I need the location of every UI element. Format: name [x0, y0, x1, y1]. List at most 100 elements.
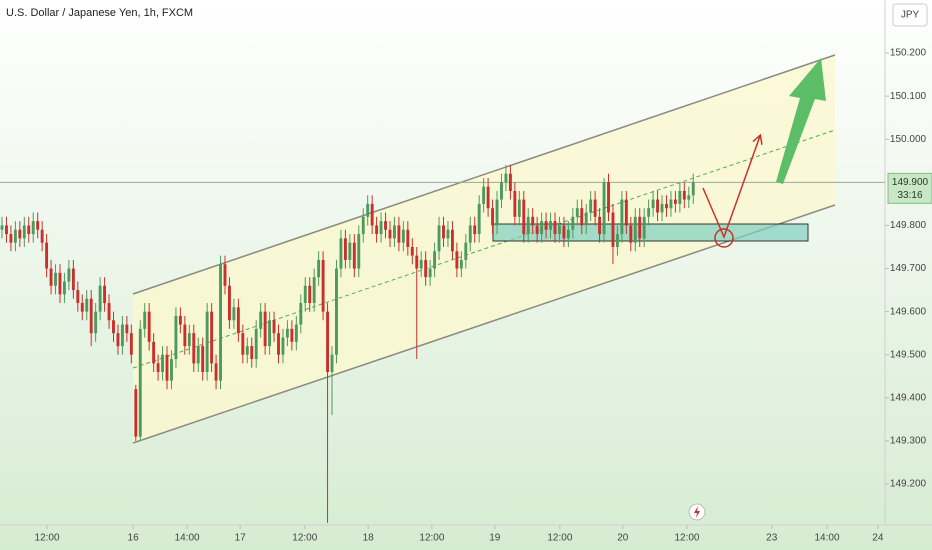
- y-tick-label: 149.800: [890, 220, 927, 231]
- candle-body: [473, 225, 477, 235]
- candle-body: [629, 225, 633, 243]
- bounce-circle: [714, 228, 734, 248]
- candle-body: [442, 225, 445, 239]
- candle-body: [294, 324, 298, 342]
- candle-body: [540, 221, 544, 235]
- candle-body: [562, 225, 566, 239]
- candle-body: [196, 346, 200, 364]
- candle-body: [397, 225, 401, 243]
- candle-body: [589, 199, 593, 213]
- candle-body: [0, 225, 4, 230]
- y-tick-label: 149.700: [890, 263, 927, 274]
- candle-body: [210, 311, 214, 364]
- candle-body: [495, 199, 499, 226]
- event-bolt: [694, 506, 700, 518]
- candle-body: [71, 268, 75, 291]
- candle-body: [633, 216, 637, 243]
- candle-body: [125, 324, 129, 334]
- candle-body: [446, 229, 450, 239]
- y-tick-label: 149.500: [890, 349, 927, 360]
- symbol-title: U.S. Dollar / Japanese Yen, 1h, FXCM: [6, 7, 193, 19]
- candle-body: [138, 328, 142, 437]
- candle-body: [192, 333, 196, 364]
- candle-body: [352, 242, 356, 269]
- candle-body: [642, 216, 646, 239]
- candle-body: [13, 229, 17, 243]
- candle-body: [183, 324, 187, 347]
- x-tick-label: 12:00: [35, 533, 60, 544]
- candle-body: [250, 346, 254, 360]
- channel-upper: [132, 54, 836, 295]
- candle-body: [299, 303, 303, 325]
- candle-body: [290, 328, 294, 342]
- candle-body: [691, 182, 695, 196]
- candle-body: [379, 221, 383, 235]
- candle-body: [9, 234, 13, 243]
- candle-body: [317, 259, 321, 278]
- currency-box[interactable]: [892, 3, 928, 27]
- candle-body: [620, 199, 624, 235]
- x-tick-label: 14:00: [175, 533, 200, 544]
- target-arrow: [776, 58, 826, 184]
- candle-body: [277, 333, 280, 355]
- candle-body: [388, 229, 392, 239]
- candle-body: [40, 229, 44, 243]
- candle-body: [187, 333, 191, 347]
- candle-body: [312, 277, 316, 304]
- candle-body: [419, 259, 423, 269]
- candle-body: [682, 190, 686, 200]
- currency[interactable]: JPY: [901, 10, 920, 21]
- candle-body: [638, 216, 642, 239]
- candle-body: [272, 320, 276, 334]
- candle-body: [415, 255, 419, 269]
- candle-body: [370, 203, 374, 226]
- candle-body: [27, 225, 31, 235]
- candle-body: [201, 346, 205, 372]
- x-tick-label: 20: [617, 533, 629, 544]
- candle-body: [584, 212, 588, 226]
- candle-body: [268, 320, 272, 347]
- y-tick-label: 149.200: [890, 479, 927, 490]
- candle-body: [673, 199, 677, 204]
- candle-body: [161, 354, 165, 372]
- candle-body: [437, 225, 441, 252]
- candle-body: [152, 341, 156, 364]
- candle-body: [647, 208, 651, 217]
- candle-body: [143, 311, 147, 329]
- candle-body: [468, 225, 472, 243]
- candle-body: [553, 221, 557, 235]
- candle-body: [54, 272, 57, 286]
- candle-body: [450, 229, 454, 252]
- candle-body: [566, 229, 570, 239]
- y-tick-label: 149.400: [890, 392, 927, 403]
- candle-body: [375, 225, 379, 235]
- candle-body: [18, 229, 22, 239]
- candle-body: [281, 337, 285, 355]
- candle-body: [205, 311, 209, 372]
- candle-body: [80, 303, 84, 312]
- x-tick-label: 14:00: [815, 533, 840, 544]
- candle-body: [491, 208, 495, 226]
- candle-body: [575, 208, 579, 217]
- x-tick-label: 23: [766, 533, 778, 544]
- candle-body: [656, 199, 660, 213]
- candle-body: [669, 199, 673, 209]
- candle-body: [607, 182, 610, 213]
- x-tick-label: 17: [235, 533, 247, 544]
- candle-body: [687, 195, 691, 200]
- candle-body: [406, 229, 410, 247]
- last-price-box: [887, 172, 932, 204]
- x-tick-label: 24: [872, 533, 884, 544]
- candle-body: [116, 333, 120, 347]
- candle-body: [326, 311, 330, 372]
- candle-body: [410, 246, 414, 256]
- candle-body: [531, 216, 535, 226]
- candle-body: [236, 307, 240, 334]
- y-tick-label: 149.300: [890, 436, 927, 447]
- candle-body: [98, 285, 102, 312]
- candle-body: [22, 225, 26, 239]
- candle-body: [665, 203, 668, 209]
- candle-body: [241, 333, 245, 355]
- candle-body: [245, 346, 249, 355]
